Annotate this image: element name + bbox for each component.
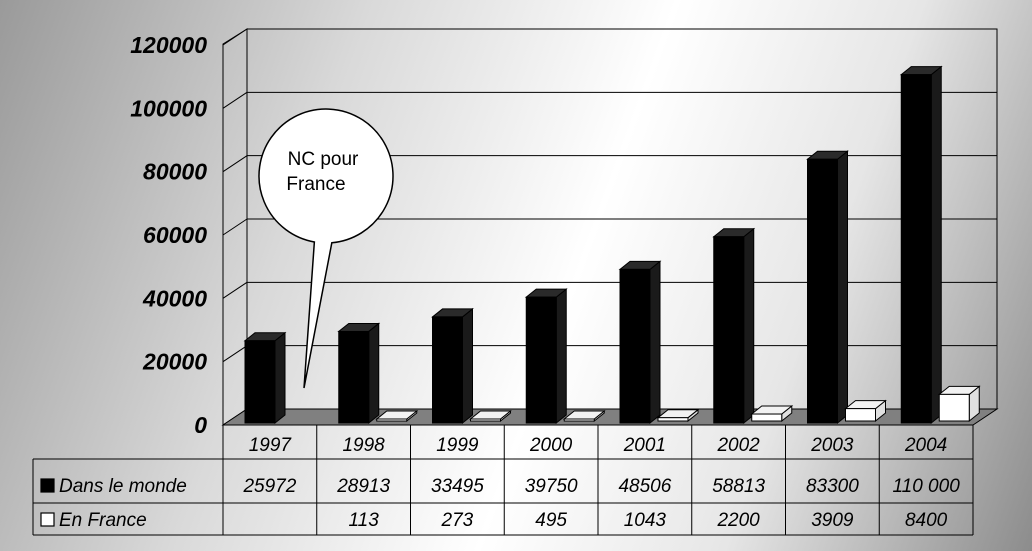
data-label: 33495 [431,476,484,497]
y-tick-label: 0 [194,412,207,438]
bar-world [618,260,662,425]
x-tick-label: 2001 [623,435,666,456]
bar-world-front [713,236,745,424]
bar-world-front [900,74,932,424]
bar-world-side [368,322,380,425]
gridline-side [222,345,248,363]
y-tick-label: 20000 [142,349,207,375]
x-tick-label: 2003 [810,435,854,456]
callout-shape [258,108,394,389]
bar-world [431,307,474,425]
bar-france [750,404,794,423]
data-label: 273 [441,510,474,531]
x-tick-label: 1998 [342,435,385,456]
bar-world-front [244,340,276,424]
bar-world [806,150,849,425]
bar-world-front [525,296,557,424]
y-tick-label: 120000 [130,32,207,58]
bar-world-side [743,227,755,425]
bar-france [562,409,606,423]
bar-world-side [555,288,567,425]
data-label: 39750 [525,476,578,497]
bar-world-front [807,158,838,424]
bar-world [899,65,943,425]
bar-world-side [462,307,473,425]
data-label: 83300 [806,476,859,497]
bar-world [243,331,287,425]
bar-france [844,399,887,423]
bar-world-side [274,331,286,425]
bar-world-side [930,65,942,425]
bar-world-side [837,150,848,425]
bar-france [656,408,700,423]
bar-france-front [657,417,689,422]
x-tick-label: 2002 [716,435,760,456]
y-tick-label: 80000 [143,159,207,185]
gridline-side [222,218,248,236]
y-tick-label: 100000 [130,95,207,121]
y-tick-label: 40000 [142,285,207,311]
x-tick-label: 1997 [249,435,293,456]
callout-line-1: NC pour [288,149,359,170]
bar-world [337,322,381,425]
data-label: 113 [348,510,379,531]
data-label: 495 [535,510,567,531]
bar-france-front [845,408,876,422]
bar-france-front [376,418,408,422]
data-label: 2200 [716,510,760,531]
bar-france-front [751,413,783,422]
x-tick-label: 1999 [436,435,479,456]
bar-france [375,409,419,423]
x-tick-label: 2004 [904,435,947,456]
bar-france [469,409,512,423]
data-label: 110 000 [892,476,960,497]
gridline-side [222,28,248,46]
data-label: 3909 [811,510,854,531]
bar-world-front [619,268,651,424]
bar-france [937,385,981,423]
x-tick-label: 2000 [529,435,573,456]
data-label: 58813 [712,476,765,497]
bar-france-front [470,418,501,422]
bar-world [712,227,756,425]
data-label: 8400 [905,510,948,531]
data-label: 48506 [618,476,671,497]
legend-key [40,478,55,493]
bar-world [524,288,568,425]
legend-label: En France [59,510,147,531]
gridline-side [222,281,248,299]
data-table: 1997 1998 1999 2000 2001 2002 2003 2004 Dans le … [32,424,974,536]
gridline-side [222,91,248,109]
data-label: 25972 [242,476,296,497]
bar-world-front [432,316,463,424]
legend-label: Dans le monde [59,476,187,497]
bar-world-side [649,260,661,425]
callout-bubble: NC pour France [258,108,394,389]
gridline-side [222,155,248,173]
callout-line-2: France [286,174,345,195]
data-label: 1043 [624,510,667,531]
data-label: 28913 [336,476,390,497]
y-tick-label: 60000 [143,222,207,248]
bar-france-front [938,393,970,422]
bar-world-front [338,330,370,424]
bar-france-front [563,418,595,422]
legend-key [40,512,55,527]
bars [243,65,981,425]
y-axis-ticks: 0 20000 40000 60000 80000 100000 120000 [130,32,207,438]
